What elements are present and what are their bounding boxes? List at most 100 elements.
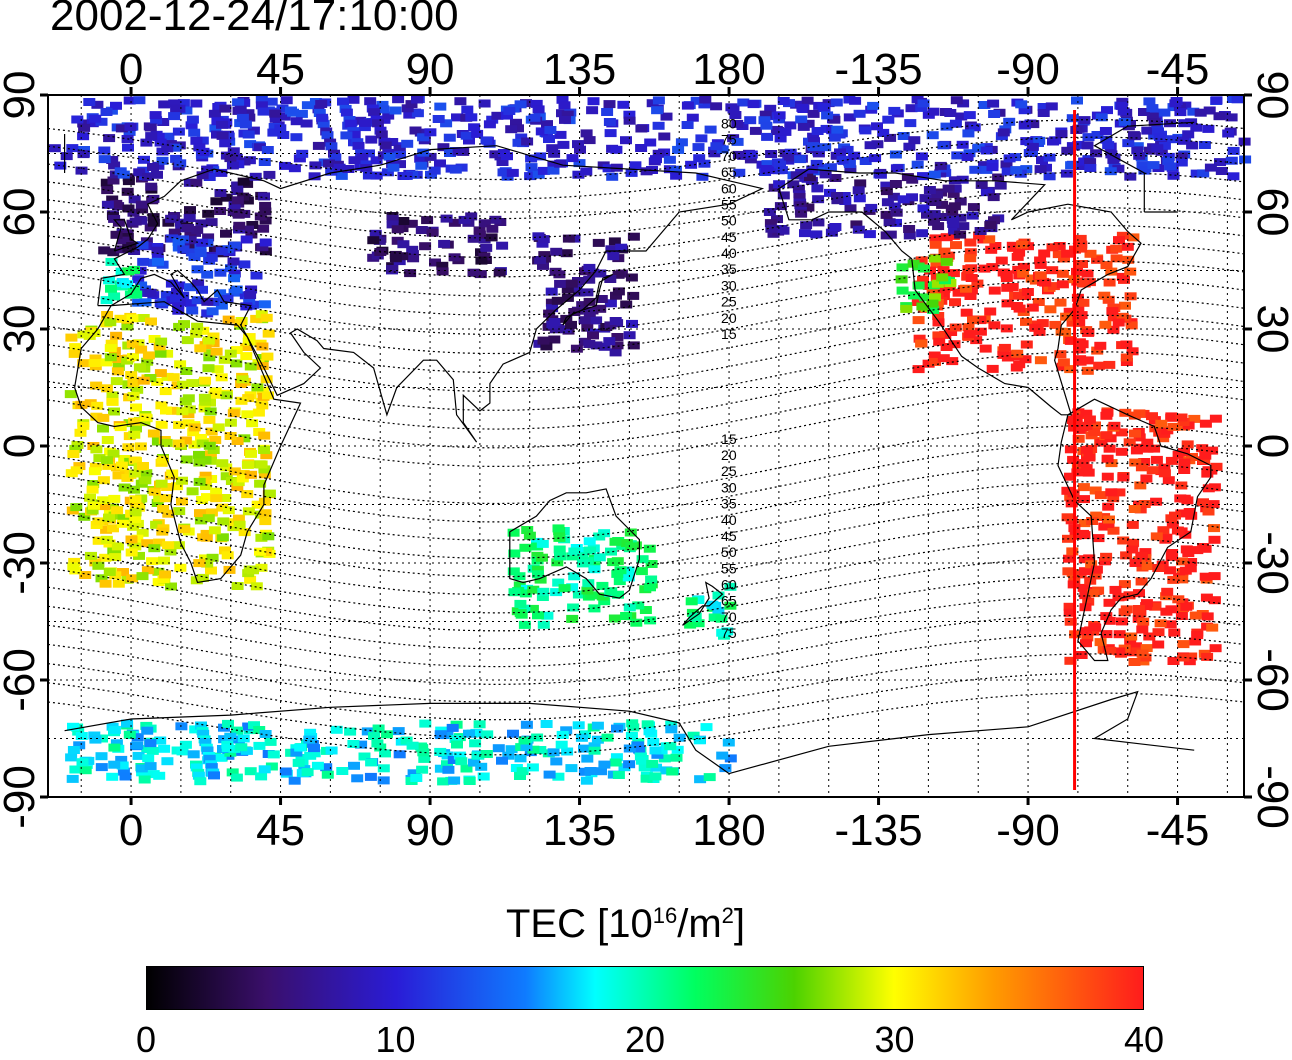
tec-cell bbox=[1108, 421, 1121, 430]
tec-cell bbox=[144, 739, 157, 748]
tec-cell bbox=[199, 456, 212, 465]
tec-cell bbox=[537, 261, 549, 270]
x-tick-label-top: 90 bbox=[406, 45, 455, 94]
tec-cell bbox=[587, 331, 599, 340]
tec-cell bbox=[264, 737, 277, 746]
tec-cell bbox=[448, 218, 461, 227]
tec-cell bbox=[1079, 627, 1092, 636]
tec-cell bbox=[188, 423, 201, 432]
tec-cell bbox=[434, 730, 447, 739]
tec-cell bbox=[243, 333, 256, 342]
tec-cell bbox=[129, 508, 142, 517]
tec-cell bbox=[186, 379, 199, 388]
tec-cell bbox=[612, 590, 624, 599]
tec-region bbox=[911, 231, 1140, 375]
tec-cell bbox=[1036, 319, 1049, 328]
tec-cell bbox=[135, 345, 148, 354]
tec-cell bbox=[150, 116, 163, 125]
mlat-label: 40 bbox=[721, 512, 737, 528]
tec-cell bbox=[685, 160, 698, 169]
tec-cell bbox=[199, 738, 212, 747]
tec-cell bbox=[1033, 327, 1046, 336]
tec-cell bbox=[1180, 545, 1193, 554]
tec-cell bbox=[177, 245, 190, 254]
tec-cell bbox=[1066, 142, 1079, 151]
tec-cell bbox=[493, 268, 506, 277]
tec-cell bbox=[253, 726, 266, 734]
tec-cell bbox=[1095, 438, 1108, 447]
tec-cell bbox=[475, 762, 488, 771]
tec-cell bbox=[205, 566, 217, 575]
tec-cell bbox=[1188, 414, 1201, 423]
tec-cell bbox=[772, 127, 784, 135]
tec-cell bbox=[336, 767, 349, 775]
tec-cell bbox=[489, 215, 502, 224]
tec-cell bbox=[1129, 458, 1142, 467]
tec-cell bbox=[944, 109, 957, 117]
tec-cell bbox=[279, 767, 292, 776]
tec-cell bbox=[235, 396, 248, 405]
colorbar-title-prefix: TEC [10 bbox=[506, 902, 653, 946]
tec-cell bbox=[240, 302, 253, 311]
tec-cell bbox=[957, 99, 970, 108]
tec-cell bbox=[884, 133, 897, 142]
tec-cell bbox=[1124, 267, 1137, 276]
tec-cell bbox=[900, 304, 913, 313]
tec-cell bbox=[415, 161, 428, 170]
tec-cell bbox=[685, 597, 698, 606]
tec-cell bbox=[219, 546, 231, 555]
tec-cell bbox=[146, 746, 159, 755]
tec-cell bbox=[155, 401, 168, 410]
tec-cell bbox=[543, 135, 555, 143]
tec-cell bbox=[583, 275, 596, 284]
tec-cell bbox=[370, 156, 383, 165]
tec-cell bbox=[646, 99, 659, 108]
tec-cell bbox=[593, 532, 606, 541]
tec-cell bbox=[1100, 630, 1113, 639]
tec-cell bbox=[774, 202, 787, 211]
tec-cell bbox=[227, 409, 240, 418]
tec-cell bbox=[191, 322, 204, 331]
tec-cell bbox=[518, 620, 531, 629]
tec-cell bbox=[496, 756, 508, 765]
tec-cell bbox=[379, 141, 392, 150]
tec-cell bbox=[193, 450, 205, 459]
tec-cell bbox=[77, 330, 90, 339]
tec-cell bbox=[145, 317, 157, 326]
tec-cell bbox=[1157, 434, 1170, 443]
tec-cell bbox=[733, 168, 746, 177]
mlat-label: 20 bbox=[721, 447, 737, 463]
tec-cell bbox=[695, 134, 708, 143]
tec-cell bbox=[554, 279, 567, 288]
tec-cell bbox=[201, 746, 214, 755]
tec-cell bbox=[974, 227, 987, 235]
tec-cell bbox=[531, 565, 544, 574]
tec-cell bbox=[77, 421, 90, 430]
tec-cell bbox=[149, 111, 162, 120]
tec-cell bbox=[598, 760, 611, 769]
tec-cell bbox=[610, 291, 622, 300]
tec-cell bbox=[957, 222, 970, 231]
tec-cell bbox=[258, 470, 271, 479]
tec-cell bbox=[813, 167, 826, 176]
tec-cell bbox=[232, 514, 245, 523]
tec-cell bbox=[601, 733, 614, 742]
tec-cell bbox=[877, 128, 890, 137]
tec-cell bbox=[1013, 304, 1026, 313]
tec-cell bbox=[89, 735, 102, 744]
tec-cell bbox=[292, 758, 305, 767]
tec-cell bbox=[1104, 646, 1117, 655]
tec-cell bbox=[79, 571, 92, 579]
tec-cell bbox=[1100, 261, 1113, 270]
tec-cell bbox=[1208, 483, 1221, 492]
tec-cell bbox=[537, 336, 550, 345]
tec-cell bbox=[811, 184, 824, 193]
tec-cell bbox=[638, 763, 651, 772]
tec-cell bbox=[627, 723, 640, 732]
tec-cell bbox=[1208, 535, 1221, 544]
tec-cell bbox=[136, 528, 149, 537]
tec-cell bbox=[237, 734, 250, 743]
tec-cell bbox=[265, 97, 278, 106]
tec-cell bbox=[1199, 419, 1212, 428]
tec-cell bbox=[771, 215, 783, 224]
